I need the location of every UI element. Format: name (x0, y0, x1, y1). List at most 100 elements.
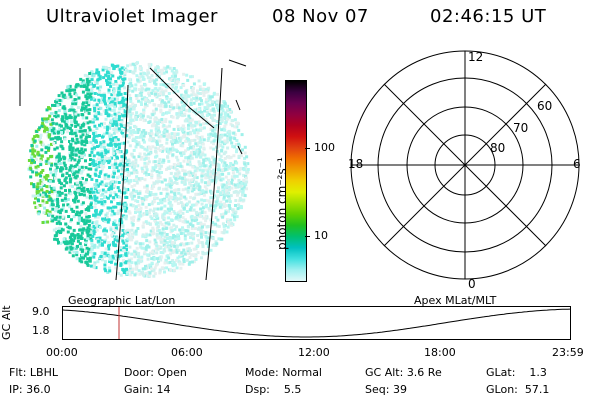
uv-pixel (129, 257, 133, 261)
uv-pixel (156, 216, 160, 220)
uv-pixel (153, 79, 157, 83)
uv-pixel (187, 186, 191, 190)
uv-pixel (163, 197, 167, 201)
uv-pixel (90, 70, 94, 74)
uv-pixel (55, 221, 59, 225)
uv-pixel (133, 183, 137, 187)
uv-pixel (100, 209, 104, 213)
uv-pixel (151, 113, 155, 117)
uv-pixel (184, 139, 188, 143)
uv-pixel (222, 231, 226, 235)
uv-pixel (224, 211, 228, 215)
uv-pixel (227, 129, 231, 133)
uv-pixel (107, 174, 111, 178)
uv-pixel (198, 162, 202, 166)
uv-pixel (137, 94, 141, 97)
uv-pixel (71, 139, 75, 143)
uv-pixel (129, 129, 133, 133)
uv-pixel (200, 180, 204, 184)
uv-pixel (215, 103, 218, 107)
uv-pixel (85, 219, 89, 223)
uv-pixel (112, 169, 116, 173)
uv-pixel (225, 181, 229, 184)
uv-pixel (92, 232, 96, 236)
uv-pixel (193, 124, 197, 128)
uv-pixel (79, 84, 83, 88)
uv-pixel (124, 134, 128, 138)
uv-pixel (95, 179, 99, 182)
uv-pixel (86, 189, 90, 193)
uv-pixel (230, 181, 233, 185)
uv-pixel (60, 124, 63, 128)
uv-pixel (70, 218, 73, 222)
uv-pixel (153, 266, 157, 270)
uv-pixel (117, 86, 121, 90)
uv-pixel (198, 141, 202, 145)
uv-pixel (56, 199, 60, 203)
uv-pixel (173, 148, 176, 152)
uv-pixel (88, 233, 92, 237)
uv-pixel (64, 121, 68, 125)
uv-pixel (79, 181, 83, 185)
uv-pixel (90, 238, 94, 242)
uv-pixel (190, 123, 194, 127)
uv-pixel (92, 225, 96, 228)
uv-pixel (234, 185, 238, 189)
uv-pixel (71, 99, 75, 103)
uv-pixel (229, 218, 233, 222)
uv-pixel (222, 183, 226, 187)
uv-pixel (195, 144, 199, 148)
uv-pixel (183, 219, 187, 223)
timeline-x-tick-1800: 18:00 (424, 346, 456, 359)
uv-pixel (181, 220, 185, 224)
uv-pixel (41, 143, 45, 147)
uv-pixel (113, 89, 117, 93)
uv-pixel (36, 152, 40, 156)
timeline-x-tick-0600: 06:00 (171, 346, 203, 359)
uv-pixel (160, 171, 163, 174)
uv-pixel (74, 192, 78, 195)
uv-pixel (140, 115, 143, 119)
uv-pixel (131, 102, 135, 106)
uv-pixel (122, 206, 126, 210)
uv-pixel (199, 92, 203, 95)
uv-pixel (155, 196, 159, 200)
uv-pixel (110, 163, 114, 167)
uv-pixel (209, 204, 213, 208)
uv-pixel (130, 84, 134, 88)
uv-pixel (154, 146, 158, 150)
uv-pixel (232, 145, 236, 149)
uv-pixel (92, 137, 96, 141)
uv-pixel (177, 106, 181, 110)
uv-pixel (181, 151, 185, 155)
uv-pixel (131, 267, 135, 271)
uv-pixel (182, 206, 186, 210)
uv-pixel (62, 127, 66, 131)
uv-pixel (232, 154, 236, 158)
uv-pixel (98, 243, 102, 247)
uv-pixel (184, 197, 188, 201)
uv-pixel (153, 272, 157, 276)
uv-pixel (194, 192, 198, 196)
uv-pixel (108, 182, 112, 186)
uv-pixel (142, 134, 146, 138)
uv-pixel (110, 156, 114, 160)
uv-pixel (114, 223, 118, 227)
uv-pixel (153, 207, 156, 211)
uv-pixel (135, 208, 139, 212)
uv-pixel (58, 193, 62, 197)
uv-pixel (56, 104, 60, 108)
uv-pixel (112, 127, 116, 131)
uv-pixel (167, 221, 170, 224)
uv-pixel (238, 196, 242, 200)
uv-pixel (200, 174, 204, 178)
uv-pixel (152, 200, 156, 204)
uv-pixel (66, 85, 70, 89)
uv-pixel (136, 192, 140, 196)
uv-pixel (243, 156, 247, 160)
uv-pixel (75, 251, 79, 254)
uv-pixel (100, 254, 103, 258)
uv-pixel (211, 103, 214, 107)
info-gain: Gain: 14 (124, 383, 171, 396)
uv-pixel (128, 104, 132, 108)
